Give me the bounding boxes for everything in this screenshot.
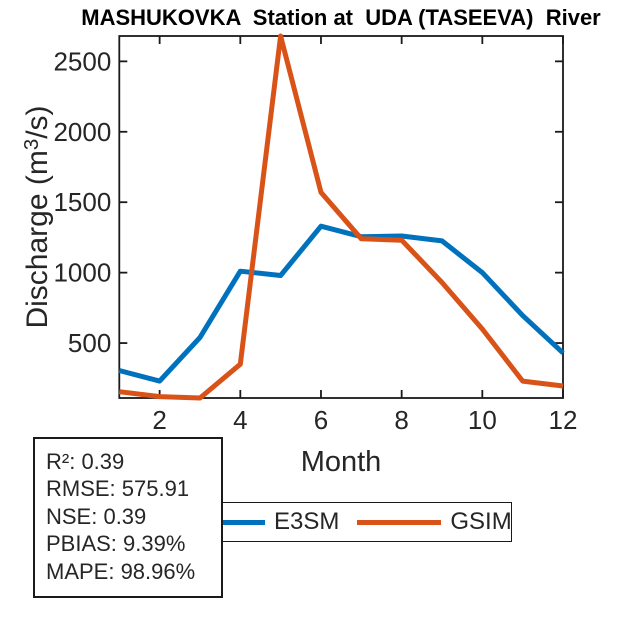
x-tick-label: 12 bbox=[549, 405, 578, 435]
stats-box: R²: 0.39 RMSE: 575.91 NSE: 0.39 PBIAS: 9… bbox=[33, 437, 223, 598]
stat-mape: MAPE: 98.96% bbox=[46, 558, 196, 584]
y-tick-label: 2000 bbox=[53, 117, 111, 147]
y-axis-label: Discharge (m3/s) bbox=[21, 105, 55, 328]
y-tick-label: 1000 bbox=[53, 258, 111, 288]
legend: E3SM GSIM bbox=[166, 502, 512, 542]
x-tick-label: 6 bbox=[314, 405, 328, 435]
x-axis-label: Month bbox=[300, 446, 382, 478]
y-axis-label-superscript: 3 bbox=[20, 138, 43, 151]
x-tick-label: 10 bbox=[468, 405, 497, 435]
chart-title: MASHUKOVKA Station at UDA (TASEEVA) Rive… bbox=[81, 5, 601, 30]
stat-nse: NSE: 0.39 bbox=[46, 503, 147, 529]
gsim-line-swatch bbox=[357, 519, 442, 525]
x-tick-label: 8 bbox=[394, 405, 408, 435]
x-tick-label: 2 bbox=[152, 405, 166, 435]
stat-rmse: RMSE: 575.91 bbox=[46, 476, 190, 502]
y-tick-label: 2500 bbox=[53, 46, 111, 76]
legend-item-gsim: GSIM bbox=[357, 508, 512, 536]
gsim-line bbox=[118, 33, 564, 401]
e3sm-line bbox=[118, 223, 565, 384]
y-tick-label: 1500 bbox=[53, 187, 111, 217]
y-axis-label-text: Discharge (m bbox=[21, 150, 54, 329]
stat-pbias: PBIAS: 9.39% bbox=[46, 531, 186, 557]
y-tick-label: 500 bbox=[68, 328, 111, 358]
legend-item-e3sm: E3SM bbox=[181, 508, 339, 536]
x-tick-label: 4 bbox=[233, 405, 247, 435]
plot-box bbox=[118, 35, 564, 399]
stat-r2: R²: 0.39 bbox=[46, 449, 125, 474]
legend-label-e3sm: E3SM bbox=[274, 508, 340, 535]
e3sm-line-swatch bbox=[181, 519, 265, 525]
legend-label-gsim: GSIM bbox=[450, 508, 512, 535]
y-axis-label-unit: /s) bbox=[21, 105, 54, 139]
